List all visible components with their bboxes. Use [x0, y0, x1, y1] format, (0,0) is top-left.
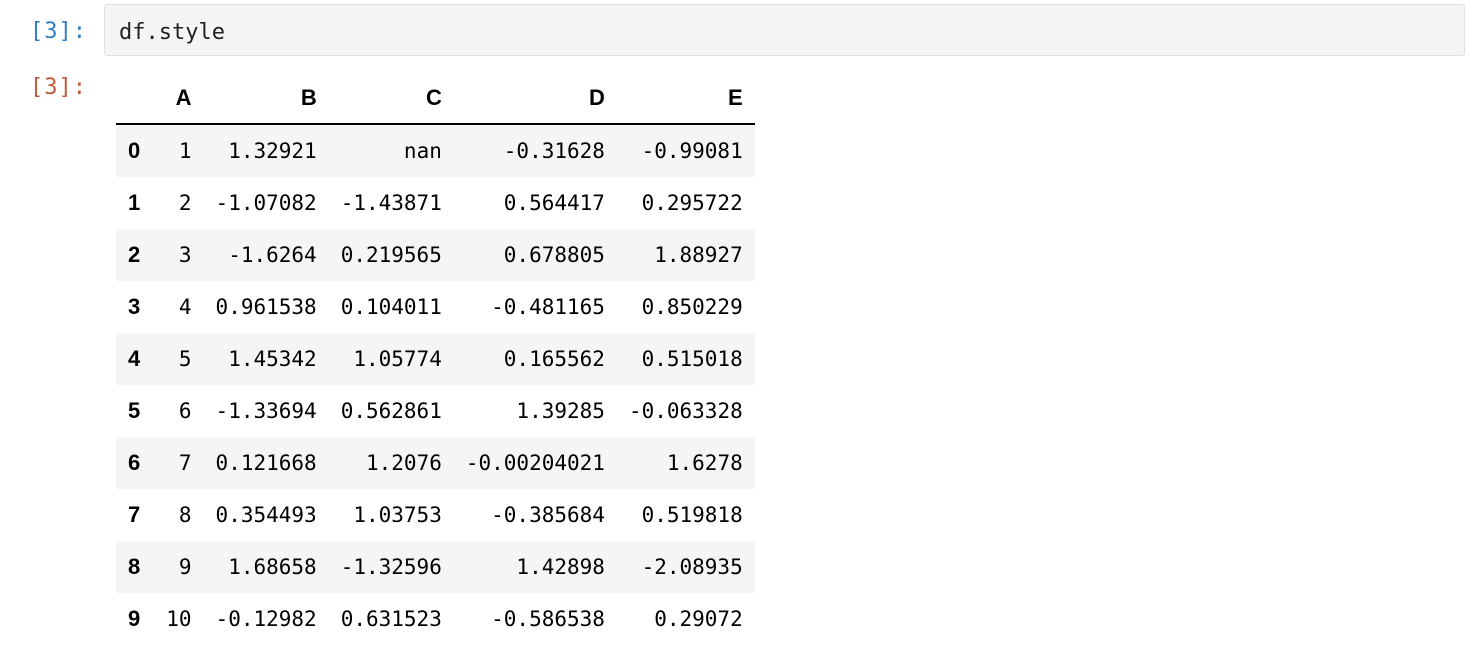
table-cell: -0.586538: [491, 607, 605, 631]
table-cell: 0.165562: [503, 347, 605, 371]
row-index: 2: [128, 242, 141, 267]
row-index: 1: [128, 190, 141, 215]
table-cell: 0.515018: [641, 347, 743, 371]
row-index: 9: [128, 606, 141, 631]
table-cell: 0.562861: [340, 399, 442, 423]
row-index: 8: [128, 554, 141, 579]
table-cell: -2.08935: [641, 555, 743, 579]
table-cell: 1.6278: [666, 451, 743, 475]
table-cell: 3: [178, 243, 192, 267]
column-header: A: [154, 72, 204, 125]
table-row: 3 4 0.961538 0.104011 -0.481165 0.850229: [116, 281, 755, 333]
table-cell: 0.564417: [503, 191, 605, 215]
table-row: 1 2 -1.07082 -1.43871 0.564417 0.295722: [116, 177, 755, 229]
table-cell: -1.6264: [228, 243, 317, 267]
table-cell: nan: [403, 139, 442, 163]
table-row: 6 7 0.121668 1.2076 -0.00204021 1.6278: [116, 437, 755, 489]
table-cell: 1: [178, 139, 192, 163]
column-header: D: [453, 72, 617, 125]
table-header-row: A B C D E: [116, 72, 755, 125]
row-index: 5: [128, 398, 141, 423]
table-cell: 0.121668: [215, 451, 317, 475]
table-row: 5 6 -1.33694 0.562861 1.39285 -0.063328: [116, 385, 755, 437]
table-row: 8 9 1.68658 -1.32596 1.42898 -2.08935: [116, 541, 755, 593]
table-cell: 1.88927: [654, 243, 743, 267]
output-prompt: [3]:: [30, 75, 87, 100]
column-header: B: [203, 72, 329, 125]
table-cell: 0.631523: [340, 607, 442, 631]
column-header: E: [616, 72, 755, 125]
table-cell: 8: [178, 503, 192, 527]
table-cell: -1.32596: [340, 555, 442, 579]
table-cell: 4: [178, 295, 192, 319]
table-cell: 1.68658: [228, 555, 317, 579]
index-header-blank: [116, 72, 155, 125]
table-cell: 2: [178, 191, 192, 215]
table-cell: -1.43871: [340, 191, 442, 215]
table-cell: 1.03753: [353, 503, 442, 527]
table-cell: 7: [178, 451, 192, 475]
table-row: 0 1 1.32921 nan -0.31628 -0.99081: [116, 124, 755, 177]
table-cell: 0.961538: [215, 295, 317, 319]
table-cell: 1.42898: [516, 555, 605, 579]
table-cell: -0.31628: [503, 139, 605, 163]
table-cell: 1.45342: [228, 347, 317, 371]
table-cell: 6: [178, 399, 192, 423]
row-index: 4: [128, 346, 141, 371]
table-cell: 1.39285: [516, 399, 605, 423]
dataframe-output-table: A B C D E 0 1 1.32921 nan -0.31628 -0.99…: [116, 72, 755, 645]
table-cell: 9: [178, 555, 192, 579]
input-prompt: [3]:: [30, 19, 87, 44]
table-cell: -0.063328: [628, 399, 743, 423]
code-text[interactable]: df.style: [119, 20, 225, 45]
table-cell: 0.850229: [641, 295, 743, 319]
table-cell: -0.481165: [491, 295, 605, 319]
table-cell: -1.33694: [215, 399, 317, 423]
column-header: C: [328, 72, 454, 125]
table-row: 9 10 -0.12982 0.631523 -0.586538 0.29072: [116, 593, 755, 645]
row-index: 0: [128, 138, 141, 163]
table-cell: 0.219565: [340, 243, 442, 267]
table-cell: 0.678805: [503, 243, 605, 267]
table-cell: -1.07082: [215, 191, 317, 215]
code-cell-input[interactable]: df.style: [104, 4, 1465, 56]
table-cell: 0.519818: [641, 503, 743, 527]
table-cell: 1.2076: [366, 451, 442, 475]
table-cell: 0.354493: [215, 503, 317, 527]
table-cell: 10: [166, 607, 192, 631]
table-cell: -0.99081: [641, 139, 743, 163]
table-cell: 0.29072: [654, 607, 743, 631]
table-cell: -0.00204021: [465, 451, 605, 475]
table-row: 7 8 0.354493 1.03753 -0.385684 0.519818: [116, 489, 755, 541]
table-cell: 1.32921: [228, 139, 317, 163]
table-cell: 0.295722: [641, 191, 743, 215]
table-cell: 1.05774: [353, 347, 442, 371]
table-cell: -0.12982: [215, 607, 317, 631]
table-cell: 5: [178, 347, 192, 371]
table-row: 4 5 1.45342 1.05774 0.165562 0.515018: [116, 333, 755, 385]
table-cell: 0.104011: [340, 295, 442, 319]
row-index: 3: [128, 294, 141, 319]
row-index: 6: [128, 450, 141, 475]
table-cell: -0.385684: [491, 503, 605, 527]
row-index: 7: [128, 502, 141, 527]
table-row: 2 3 -1.6264 0.219565 0.678805 1.88927: [116, 229, 755, 281]
